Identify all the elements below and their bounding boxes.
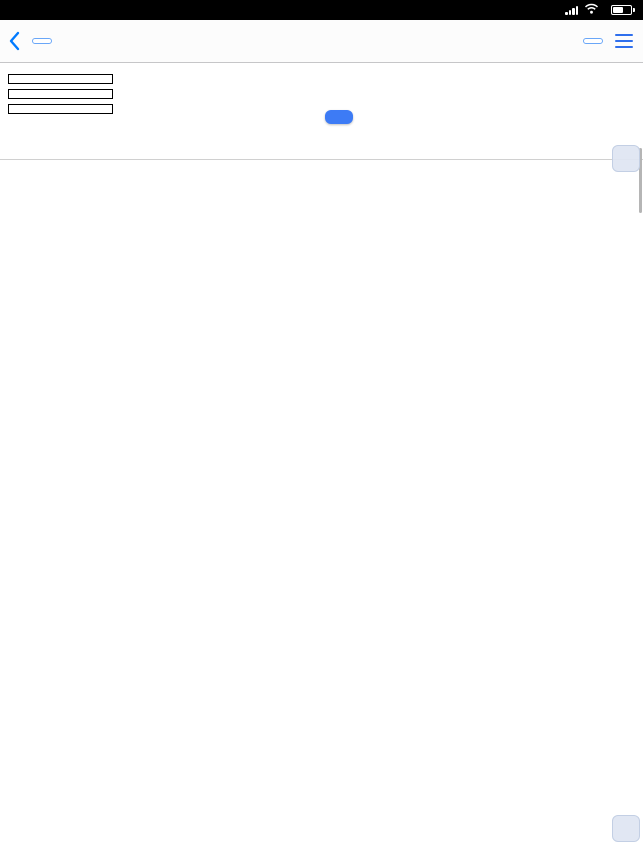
wifi-icon: [584, 3, 599, 17]
nav-bar: [0, 20, 643, 63]
legend-swatch-blue: [8, 103, 113, 114]
chart-precipitation: [0, 642, 643, 858]
scrollbar-thumb[interactable]: [639, 148, 642, 213]
hamburger-menu-icon[interactable]: [613, 32, 635, 51]
chart-minimum-temperature-plot[interactable]: [0, 416, 643, 642]
cellular-signal-icon: [565, 5, 578, 15]
chart-title: [0, 160, 643, 175]
reset-graph-position-button[interactable]: [325, 110, 353, 124]
chart-average-temperature: [0, 160, 643, 401]
chart-average-temperature-plot[interactable]: [0, 175, 643, 401]
chart-title: [0, 642, 643, 657]
scroll-to-top-button[interactable]: [612, 145, 640, 172]
battery-nub: [633, 8, 635, 12]
settings-button[interactable]: [583, 38, 603, 44]
chart-precipitation-plot[interactable]: [0, 657, 643, 858]
legend-section: [0, 63, 643, 160]
chart-minimum-temperature: [0, 401, 643, 642]
back-button[interactable]: [8, 31, 22, 51]
scroll-to-bottom-button[interactable]: [612, 815, 640, 842]
legend-swatch-red: [8, 88, 113, 99]
legend-item: [8, 87, 643, 100]
chevron-left-icon: [9, 31, 20, 51]
statistics-type-label: [8, 141, 643, 155]
help-button[interactable]: [32, 38, 52, 44]
charts-area: [0, 160, 643, 858]
status-bar: [0, 0, 643, 20]
legend-item: [8, 102, 643, 115]
battery-icon: [611, 5, 632, 15]
legend-swatch-black: [8, 73, 113, 84]
legend-item: [8, 72, 643, 85]
chart-title: [0, 401, 643, 416]
